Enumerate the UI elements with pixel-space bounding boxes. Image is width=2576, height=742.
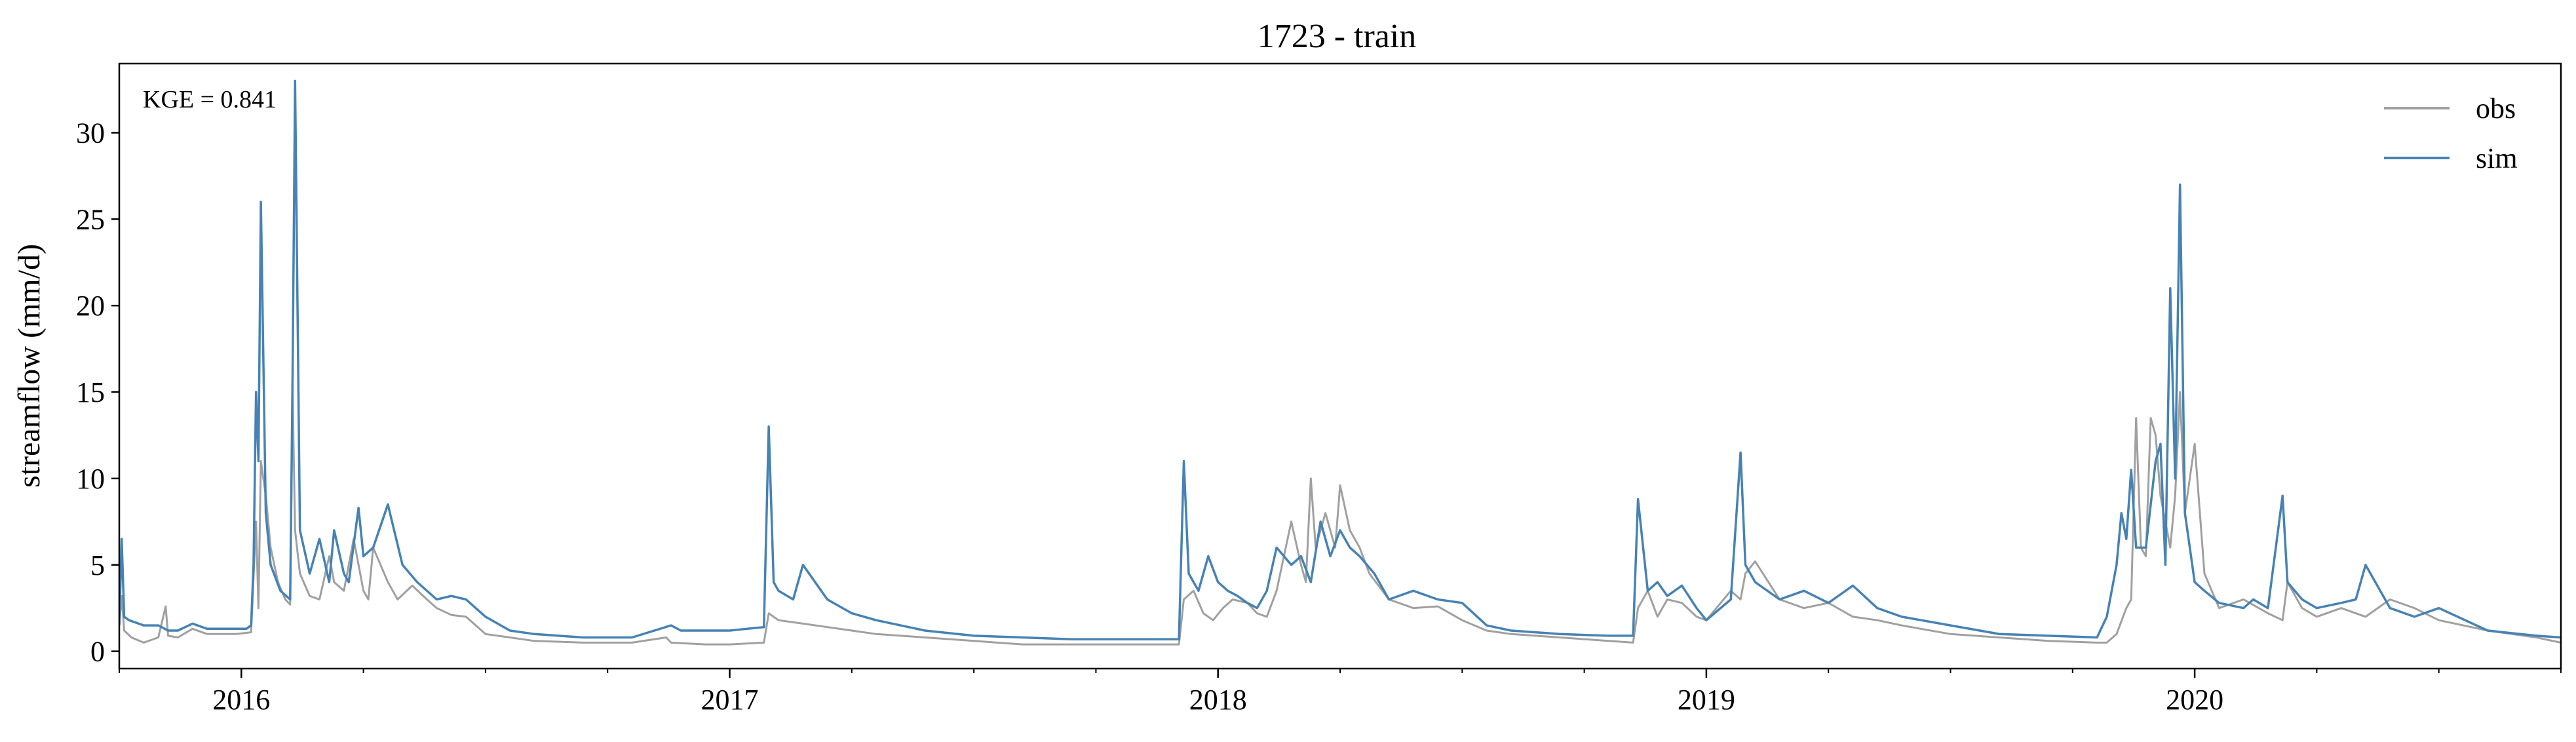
y-tick-label-5: 5 <box>90 549 105 581</box>
x-tick-label-2016: 2016 <box>212 684 270 716</box>
kge-annotation: KGE = 0.841 <box>143 86 277 113</box>
x-axis: 2016 2017 2018 2019 2020 <box>119 669 2562 716</box>
y-tick-label-30: 30 <box>76 117 105 149</box>
x-tick-label-2017: 2017 <box>701 684 759 716</box>
legend: obs sim <box>2384 92 2518 174</box>
x-tick-label-2019: 2019 <box>1678 684 1735 716</box>
series-line-sim <box>119 79 2561 640</box>
legend-label-obs: obs <box>2476 92 2516 125</box>
y-tick-label-15: 15 <box>76 376 105 408</box>
y-tick-label-10: 10 <box>76 463 105 495</box>
y-axis: 0 5 10 15 20 25 30 <box>76 117 119 668</box>
series-line-obs <box>119 391 2561 646</box>
legend-label-sim: sim <box>2476 142 2518 174</box>
x-tick-label-2018: 2018 <box>1189 684 1247 716</box>
y-tick-label-0: 0 <box>90 636 105 668</box>
chart-title: 1723 - train <box>1258 18 1417 55</box>
y-tick-label-20: 20 <box>76 290 105 322</box>
x-tick-label-2020: 2020 <box>2166 684 2223 716</box>
y-axis-label: streamflow (mm/d) <box>12 244 47 488</box>
series-layer <box>119 79 2561 646</box>
y-tick-label-25: 25 <box>76 203 105 235</box>
